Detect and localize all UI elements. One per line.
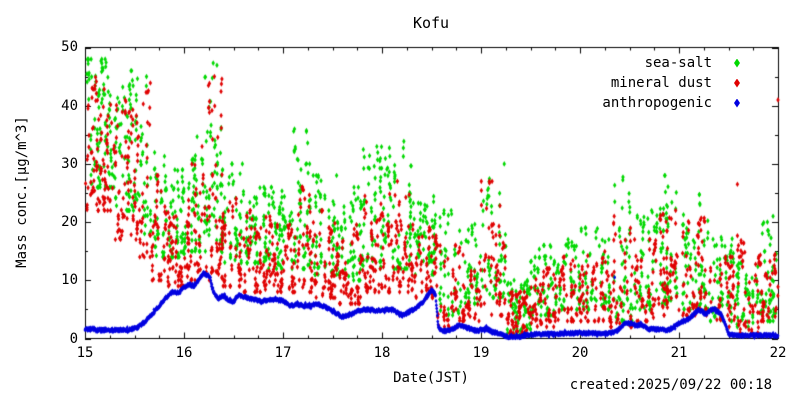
legend-label: anthropogenic [602,95,712,111]
x-tick-label: 16 [175,345,193,361]
created-timestamp: created:2025/09/22 00:18 [569,377,772,393]
sea-salt-marker-icon [734,58,740,68]
x-axis-label: Date(JST) [393,370,469,386]
y-axis-label: Mass conc.[µg/m^3] [14,116,30,268]
x-tick-label: 15 [76,345,94,361]
anthropogenic-marker-icon [734,98,740,108]
legend-label: sea-salt [644,55,712,71]
y-tick-label: 40 [61,98,78,114]
legend-item-anthropogenic: anthropogenic [400,93,752,113]
mineral-dust-marker-icon [734,78,740,88]
y-tick-label: 20 [61,214,78,230]
x-tick-label: 21 [670,345,688,361]
legend-label: mineral dust [610,75,712,91]
x-tick-label: 22 [769,345,787,361]
x-tick-label: 17 [274,345,292,361]
x-tick-label: 18 [373,345,391,361]
x-tick-label: 19 [472,345,490,361]
y-tick-label: 10 [61,272,78,288]
x-tick-label: 20 [571,345,589,361]
legend: sea-salt mineral dust anthropogenic [400,53,752,113]
chart-title: Kofu [412,14,450,32]
y-tick-label: 30 [61,156,78,172]
y-tick-label: 50 [61,39,78,55]
y-tick-label: 0 [69,331,78,347]
legend-item-mineral-dust: mineral dust [400,73,752,93]
legend-item-sea-salt: sea-salt [400,53,752,73]
